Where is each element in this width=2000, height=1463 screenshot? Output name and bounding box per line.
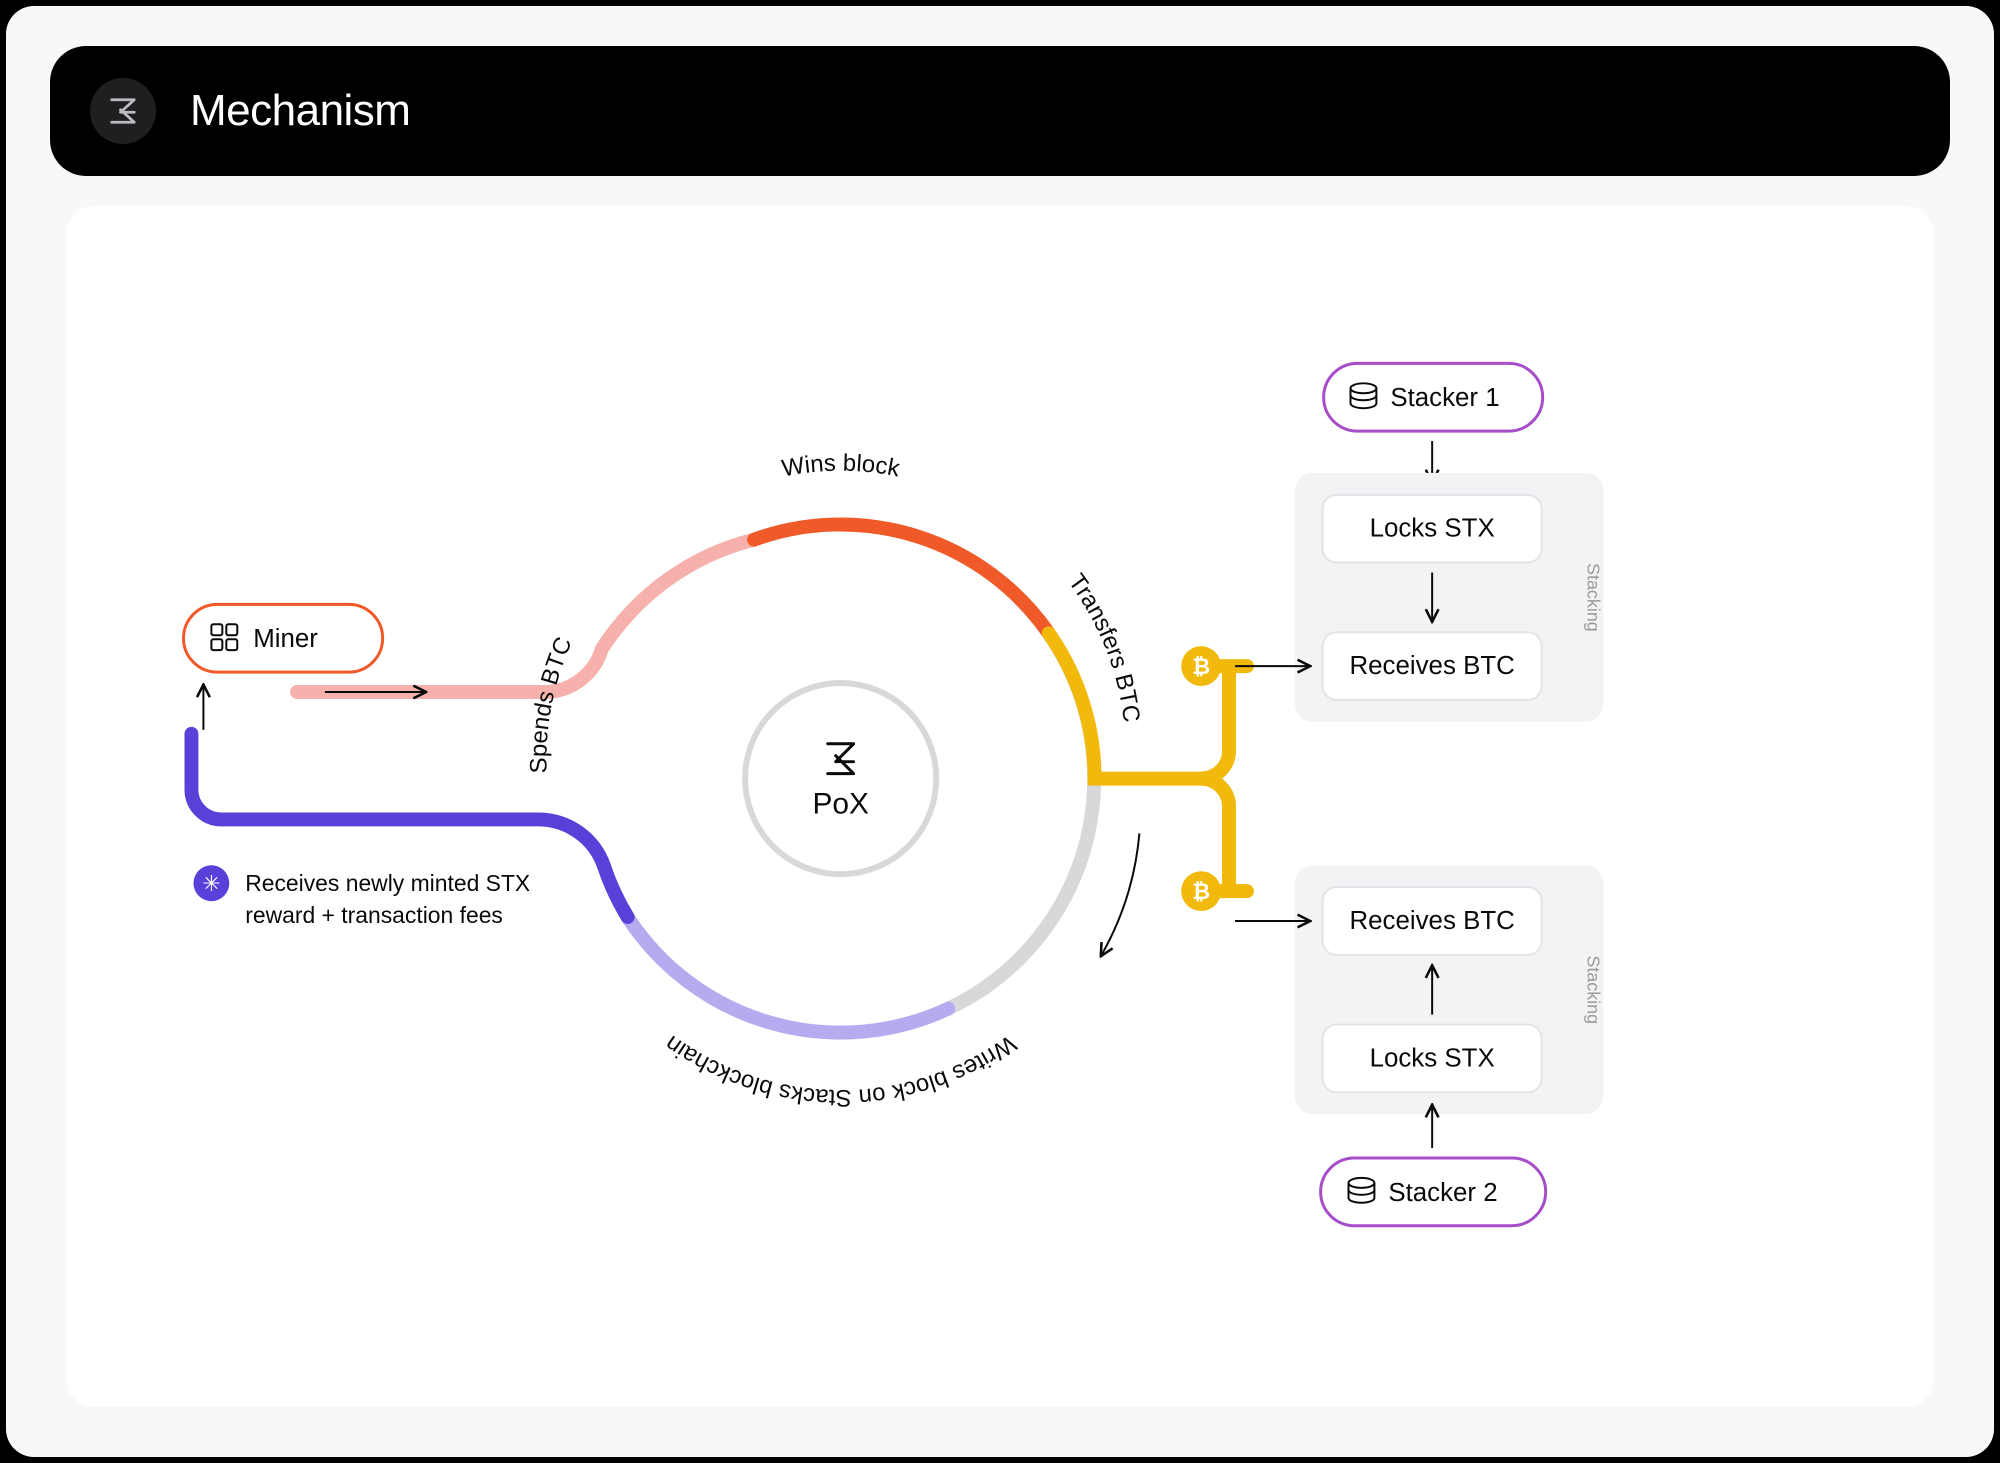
stacking-caption-1: Stacking [1583, 563, 1603, 632]
btc-coin-2-glyph: ₿ [1192, 879, 1210, 904]
stacking-caption-2: Stacking [1583, 955, 1603, 1024]
pox-center-icon [828, 744, 854, 774]
label-spends: Spends BTC [525, 633, 577, 773]
thin-arc-arrow [1102, 833, 1140, 954]
star-icon: ✳ [202, 871, 220, 896]
btc-coin-1-glyph: ₿ [1192, 654, 1210, 679]
recv-label-1: Receives BTC [1349, 652, 1514, 680]
pox-inner-ring [745, 683, 936, 874]
locks-label-1: Locks STX [1370, 515, 1495, 543]
arc-writes-ring [628, 917, 949, 1033]
header: Mechanism [50, 46, 1950, 176]
stacker2-label: Stacker 2 [1388, 1179, 1497, 1207]
label-wins: Wins block [780, 450, 902, 483]
logo-badge [90, 78, 156, 144]
diagram-canvas: PoX Spends BTC Wins block Transfers B [66, 206, 1934, 1407]
receives-line2: reward + transaction fees [245, 902, 503, 928]
stacker1-label: Stacker 1 [1390, 384, 1499, 412]
miner-label: Miner [253, 625, 318, 653]
header-title: Mechanism [190, 86, 410, 136]
diagram-svg: PoX Spends BTC Wins block Transfers B [66, 206, 1934, 1407]
label-writes: Writes block on Stacks blockchain [660, 1030, 1021, 1111]
arc-wins [754, 524, 1049, 633]
logo-icon [108, 96, 138, 126]
receives-line1: Receives newly minted STX [245, 870, 530, 896]
locks-label-2: Locks STX [1370, 1044, 1495, 1072]
page: Mechanism PoX [6, 6, 1994, 1457]
recv-label-2: Receives BTC [1349, 907, 1514, 935]
pox-label: PoX [812, 787, 869, 820]
